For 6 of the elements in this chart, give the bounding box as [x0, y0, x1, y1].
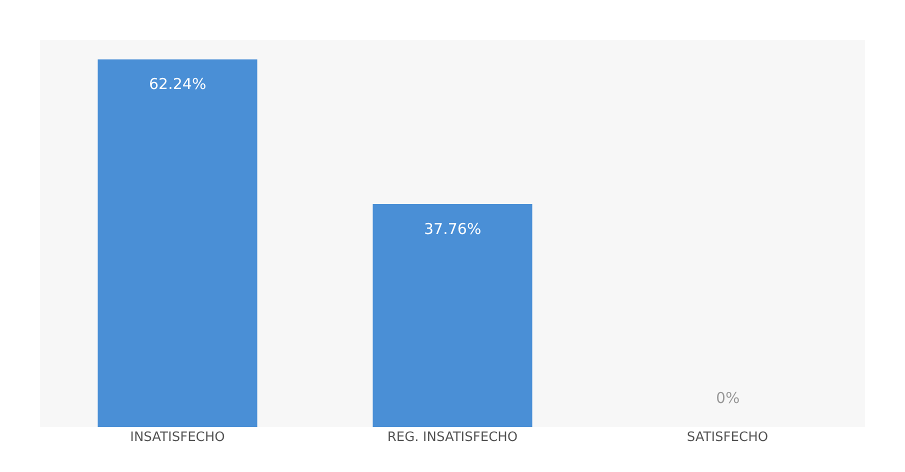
data-label: 0% [716, 389, 740, 407]
x-tick-label: SATISFECHO [686, 430, 768, 445]
data-label: 62.24% [149, 75, 206, 93]
x-tick-label: REG. INSATISFECHO [387, 430, 518, 445]
x-tick-label: INSATISFECHO [130, 430, 225, 445]
data-label: 37.76% [424, 220, 482, 238]
